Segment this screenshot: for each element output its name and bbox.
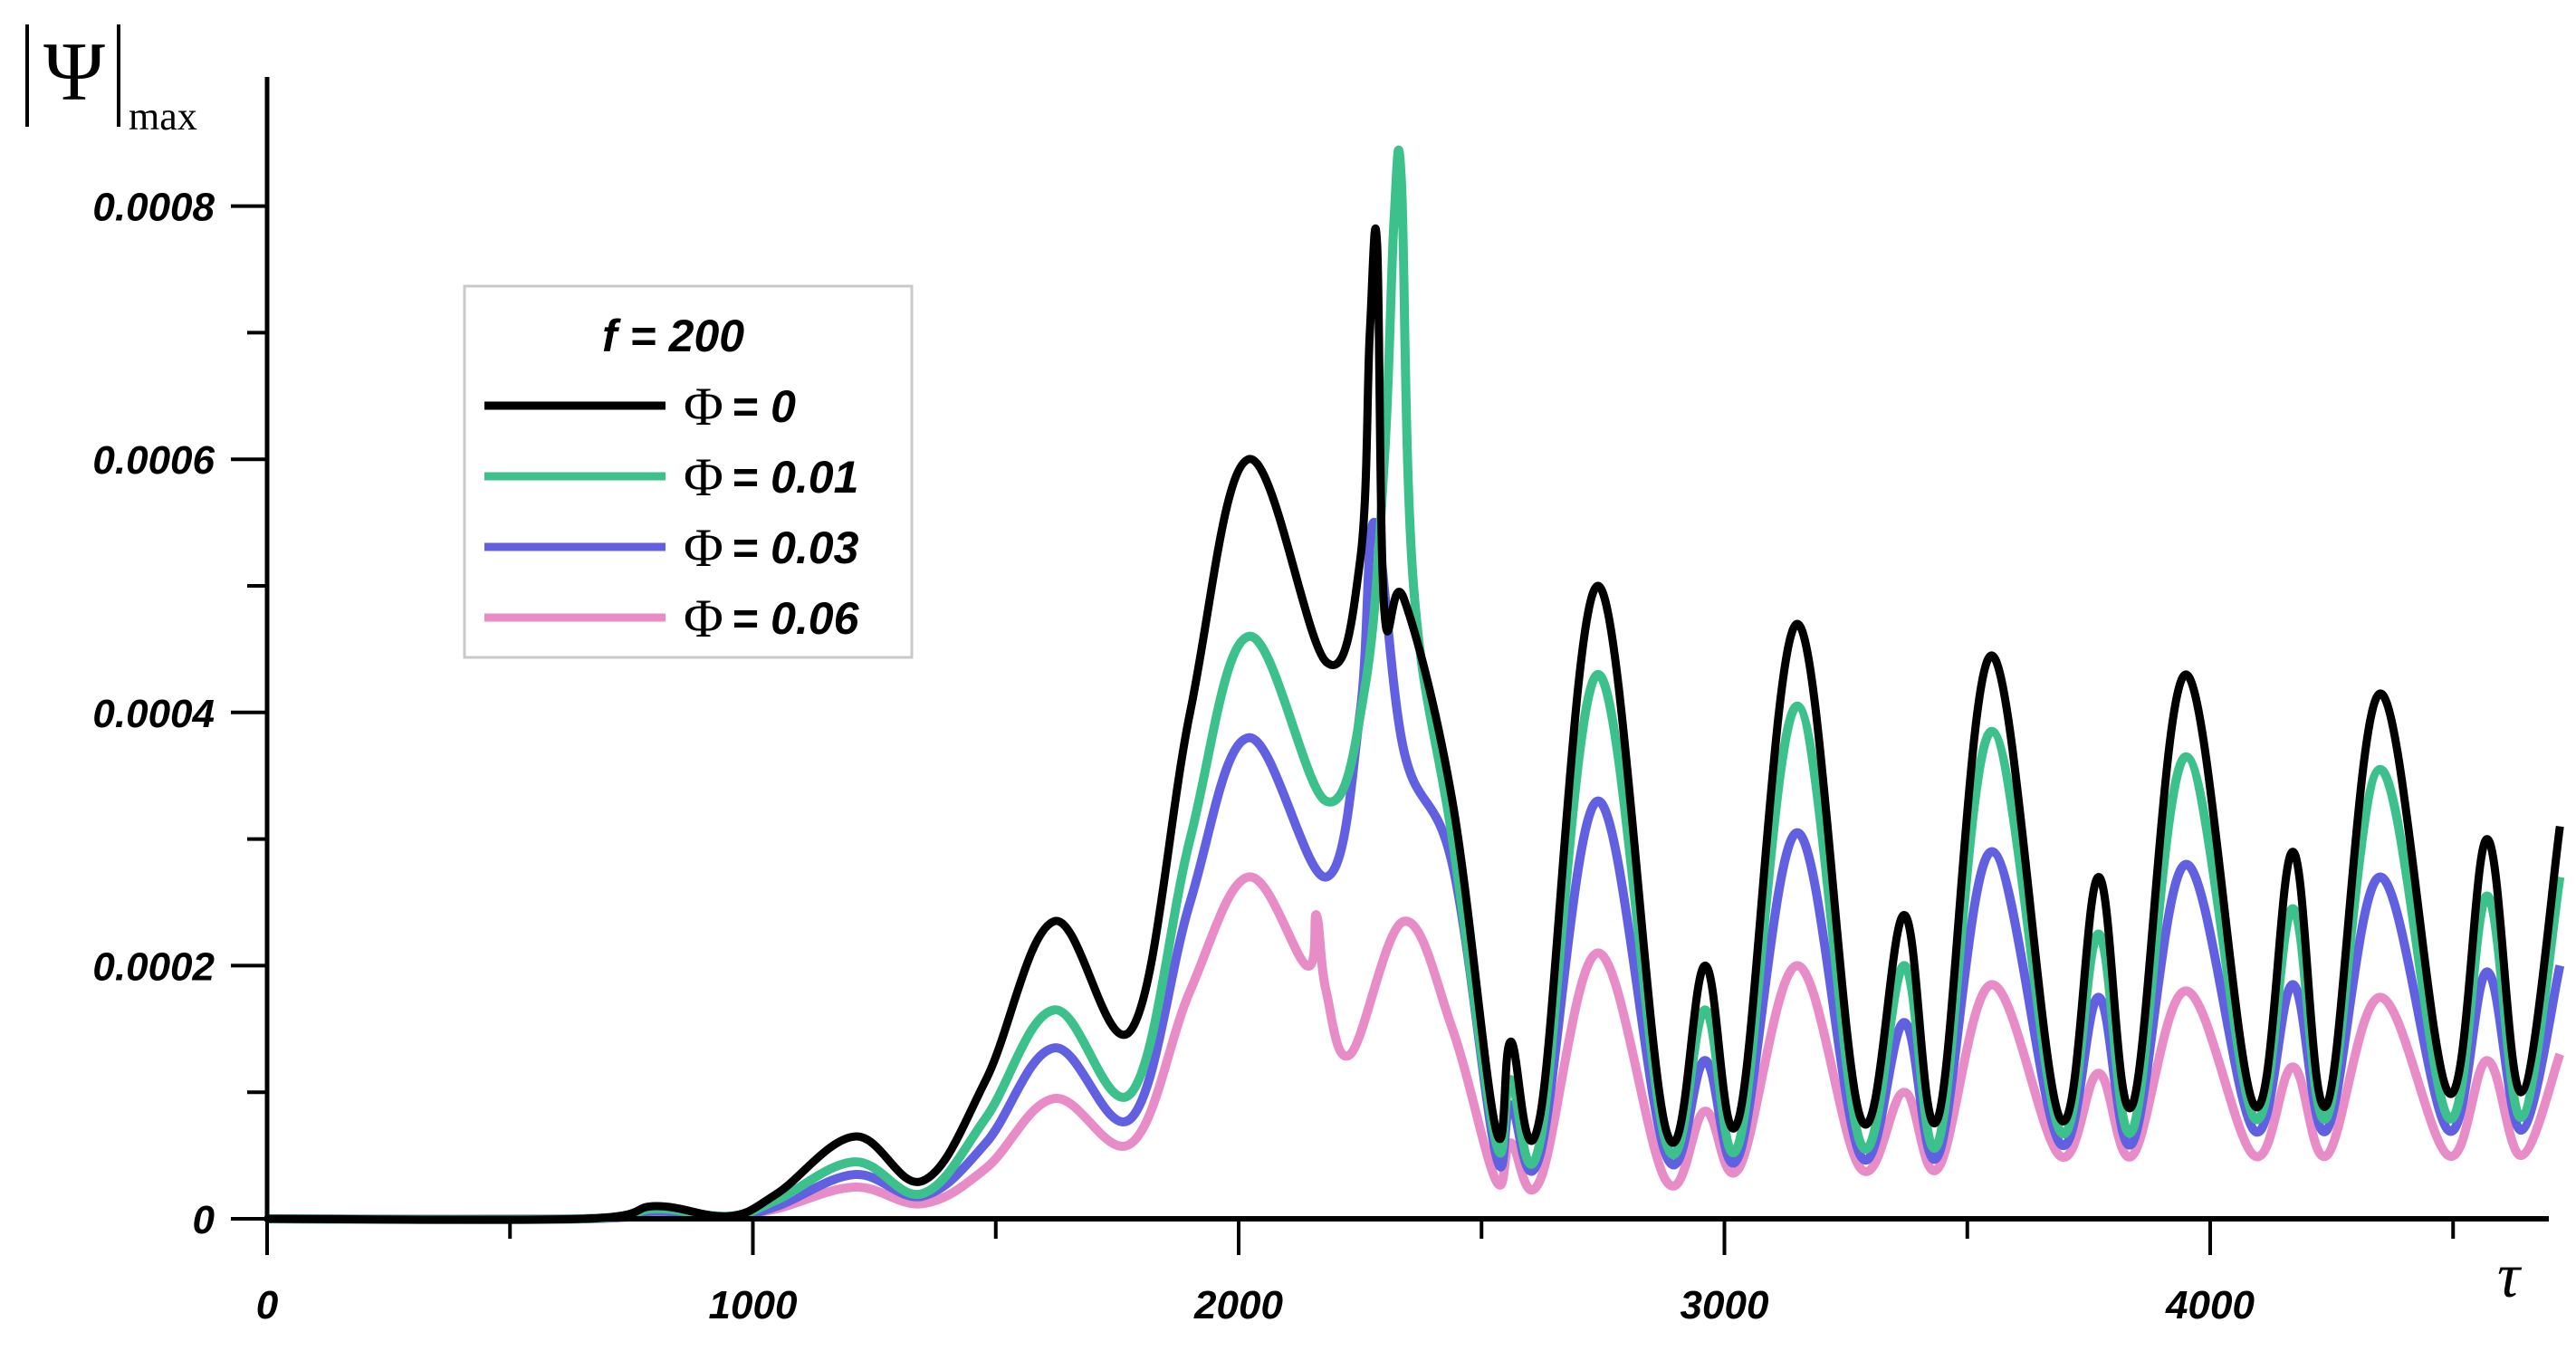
legend: f = 200 Φ = 0Φ = 0.01Φ = 0.03Φ = 0.06 [463, 284, 914, 659]
y-tick-label: 0.0006 [92, 438, 215, 483]
legend-label: = 0.03 [732, 522, 859, 573]
legend-box [463, 284, 914, 659]
y-axis-title-main: Ψ [43, 25, 105, 118]
y-tick-label: 0.0002 [92, 944, 215, 989]
legend-phi-symbol: Φ [684, 518, 723, 578]
x-tick-label: 2000 [1193, 1283, 1283, 1327]
y-tick-label: 0.0008 [92, 186, 215, 230]
y-tick-label: 0 [193, 1198, 215, 1242]
x-tick-label: 4000 [2165, 1283, 2255, 1327]
legend-phi-symbol: Φ [684, 447, 723, 507]
x-axis-title: τ [2497, 1241, 2523, 1311]
x-tick-label: 1000 [709, 1283, 798, 1327]
y-tick-label: 0.0004 [92, 692, 215, 736]
x-tick-label: 0 [256, 1283, 279, 1327]
legend-phi-symbol: Φ [684, 589, 723, 648]
legend-phi-symbol: Φ [684, 377, 723, 436]
y-axis-title-sub: max [129, 94, 197, 139]
legend-title: f = 200 [602, 311, 744, 361]
series-layer [266, 145, 2565, 1224]
legend-label: = 0.06 [732, 593, 860, 644]
legend-label: = 0 [732, 381, 796, 432]
series-line-phi-0 [266, 224, 2564, 1224]
y-axis-title: Ψ max [25, 24, 197, 139]
legend-label: = 0.01 [732, 452, 858, 503]
x-tick-label: 3000 [1681, 1283, 1769, 1327]
x-ticks: 0 1000 2000 3000 4000 [256, 1219, 2456, 1327]
series-line-phi-0-06 [266, 872, 2564, 1224]
y-ticks: 0 0.0002 0.0004 0.0006 0.0008 [92, 186, 267, 1242]
